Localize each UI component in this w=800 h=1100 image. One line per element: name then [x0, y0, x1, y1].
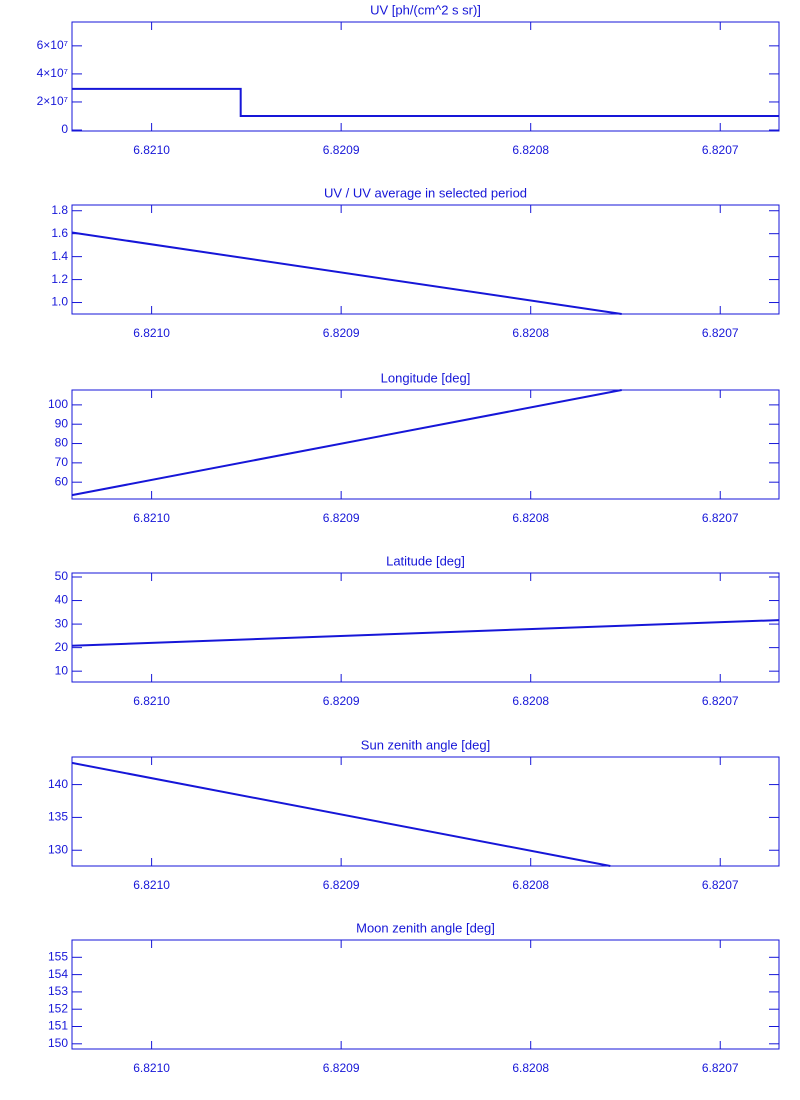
x-tick-label: 6.8207 [702, 1061, 739, 1075]
y-tick-label: 100 [48, 397, 68, 411]
y-tick-label: 135 [48, 810, 68, 824]
y-tick-label: 30 [55, 616, 69, 630]
x-tick-label: 6.8207 [702, 878, 739, 892]
x-tick-label: 6.8207 [702, 511, 739, 525]
y-tick-label: 6×10⁷ [37, 38, 68, 52]
x-tick-label: 6.8209 [323, 694, 360, 708]
plot-frame [71, 939, 780, 1050]
y-tick-label: 1.2 [51, 272, 68, 286]
x-tick-label: 6.8210 [133, 143, 170, 157]
panel-title: Latitude [deg] [386, 553, 465, 568]
y-tick-label: 4×10⁷ [37, 66, 68, 80]
x-tick-label: 6.8209 [323, 1061, 360, 1075]
panel-title: Sun zenith angle [deg] [361, 737, 490, 752]
y-tick-label: 1.4 [51, 249, 68, 263]
y-tick-label: 10 [55, 663, 69, 677]
y-tick-label: 1.0 [51, 295, 68, 309]
x-tick-label: 6.8208 [512, 1061, 549, 1075]
y-tick-label: 153 [48, 984, 68, 998]
y-tick-label: 154 [48, 967, 68, 981]
plot-frame [71, 21, 780, 132]
panel-title: UV [ph/(cm^2 s sr)] [370, 2, 481, 17]
y-tick-label: 1.6 [51, 226, 68, 240]
data-line [71, 619, 780, 647]
y-tick-label: 80 [55, 436, 69, 450]
y-tick-label: 130 [48, 842, 68, 856]
x-tick-label: 6.8210 [133, 1061, 170, 1075]
y-tick-label: 90 [55, 416, 69, 430]
x-tick-label: 6.8210 [133, 878, 170, 892]
y-tick-label: 20 [55, 640, 69, 654]
x-tick-label: 6.8210 [133, 694, 170, 708]
panel-title: UV / UV average in selected period [324, 185, 527, 200]
x-tick-label: 6.8209 [323, 143, 360, 157]
y-tick-label: 0 [61, 122, 68, 136]
plot-frame [71, 389, 780, 500]
plot-frame [71, 572, 780, 683]
y-tick-label: 155 [48, 949, 68, 963]
y-tick-label: 2×10⁷ [37, 94, 68, 108]
x-tick-label: 6.8207 [702, 326, 739, 340]
data-line [71, 389, 622, 497]
x-tick-label: 6.8208 [512, 878, 549, 892]
data-line [71, 761, 611, 867]
y-tick-label: 40 [55, 593, 69, 607]
data-line [72, 87, 779, 117]
x-tick-label: 6.8208 [512, 143, 549, 157]
y-tick-label: 151 [48, 1019, 68, 1033]
panel-title: Moon zenith angle [deg] [356, 920, 495, 935]
x-tick-label: 6.8207 [702, 143, 739, 157]
y-tick-label: 152 [48, 1001, 68, 1015]
y-tick-label: 60 [55, 474, 69, 488]
x-tick-label: 6.8210 [133, 326, 170, 340]
y-tick-label: 140 [48, 777, 68, 791]
x-tick-label: 6.8208 [512, 511, 549, 525]
x-tick-label: 6.8210 [133, 511, 170, 525]
y-tick-label: 70 [55, 455, 69, 469]
y-tick-label: 50 [55, 569, 69, 583]
y-tick-label: 150 [48, 1036, 68, 1050]
x-tick-label: 6.8208 [512, 326, 549, 340]
plot-frame [71, 204, 780, 315]
x-tick-label: 6.8209 [323, 326, 360, 340]
y-tick-label: 1.8 [51, 203, 68, 217]
data-line [71, 231, 622, 315]
x-tick-label: 6.8209 [323, 878, 360, 892]
plot-frame [71, 756, 780, 867]
x-tick-label: 6.8207 [702, 694, 739, 708]
panel-title: Longitude [deg] [381, 370, 471, 385]
x-tick-label: 6.8209 [323, 511, 360, 525]
x-tick-label: 6.8208 [512, 694, 549, 708]
